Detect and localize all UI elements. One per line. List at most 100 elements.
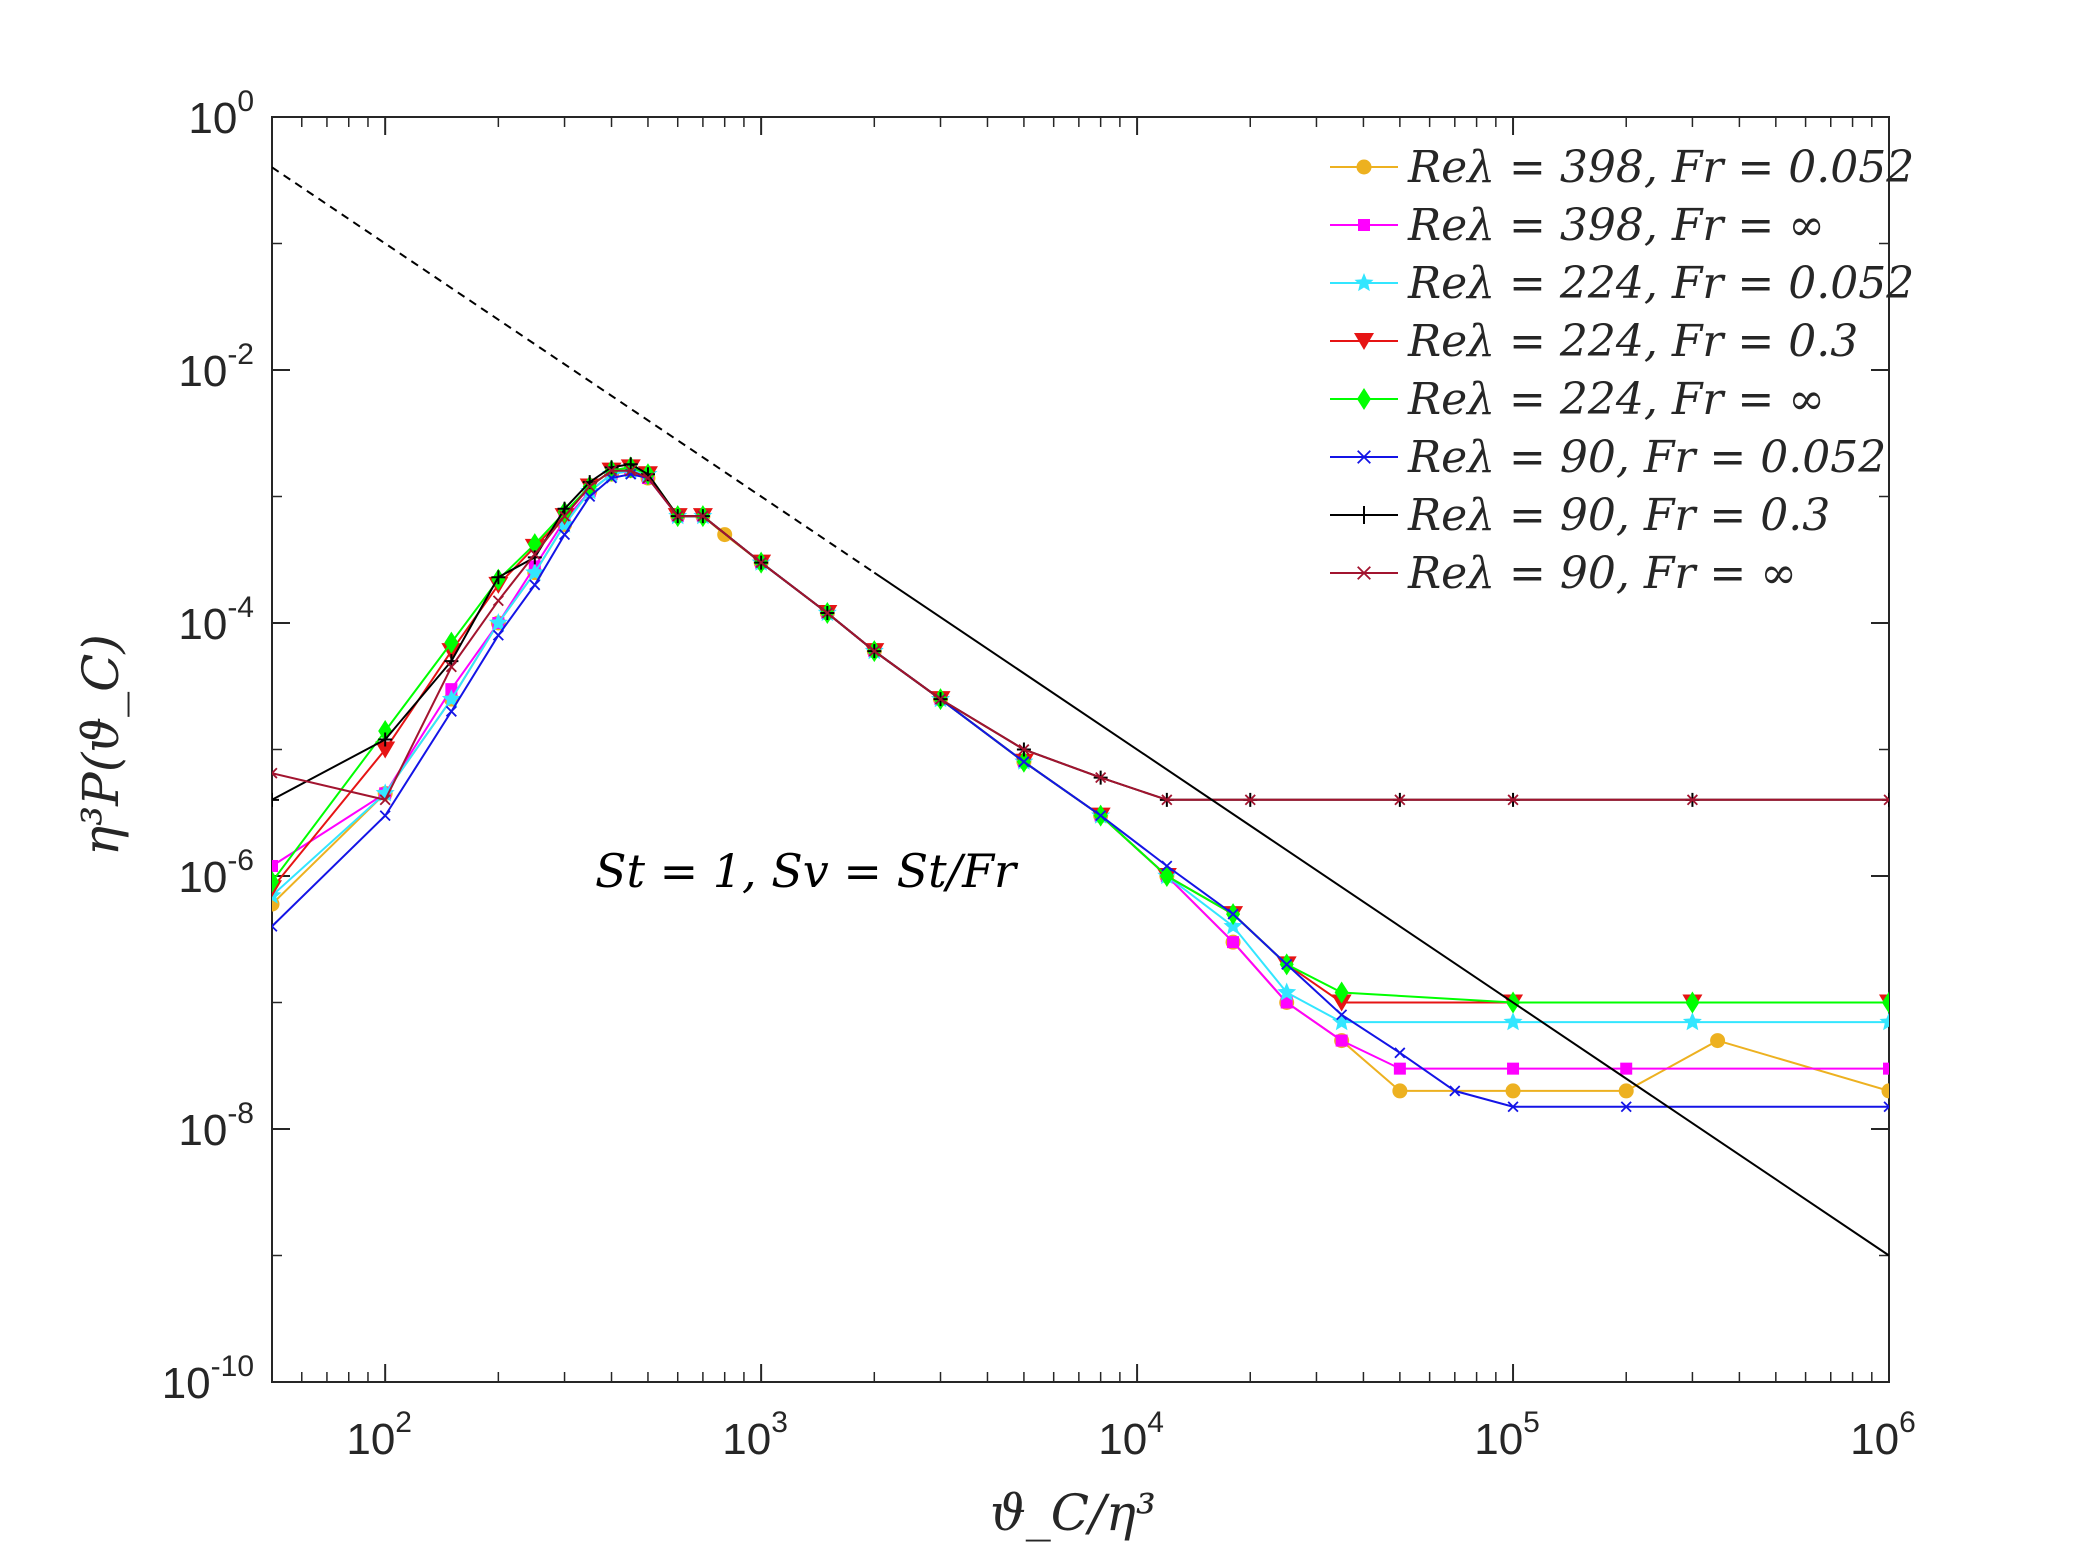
y-tick-label: 10-6	[178, 844, 254, 902]
x-tick-label: 103	[722, 1406, 788, 1464]
y-tick-label: 10-4	[178, 591, 254, 649]
legend-item: Reλ = 90, Fr = 0.3	[1330, 490, 1830, 541]
reference-line-dashed	[272, 166, 875, 574]
legend-marker	[1357, 388, 1371, 410]
data-point	[1334, 981, 1349, 1004]
plot-area	[271, 116, 1890, 1383]
legend-marker	[1354, 273, 1374, 292]
data-point	[1161, 860, 1173, 872]
legend-label: Reλ = 224, Fr = 0.052	[1407, 258, 1914, 309]
x-tick-label: 102	[346, 1406, 412, 1464]
legend-marker	[1356, 159, 1372, 175]
legend-marker	[1354, 333, 1374, 350]
data-point	[1393, 1062, 1406, 1075]
x-tick-label: 104	[1098, 1406, 1164, 1464]
legend-item: Reλ = 90, Fr = ∞	[1330, 548, 1797, 599]
data-point	[625, 465, 637, 477]
data-point	[1449, 1085, 1461, 1097]
data-point	[492, 595, 504, 607]
data-point	[1018, 756, 1030, 768]
legend: Reλ = 398, Fr = 0.052 Reλ = 398, Fr = ∞ Re…	[1330, 142, 1914, 599]
data-point	[1281, 958, 1293, 970]
data-point	[1277, 982, 1297, 1001]
data-point	[1682, 1012, 1702, 1031]
data-point	[1507, 794, 1519, 806]
data-point	[272, 859, 278, 872]
legend-label: Reλ = 224, Fr = 0.3	[1407, 316, 1858, 367]
data-point	[1335, 1034, 1348, 1047]
data-point	[272, 885, 282, 904]
data-point	[491, 570, 506, 585]
data-point	[755, 557, 767, 569]
data-point	[492, 629, 504, 641]
data-point	[1280, 996, 1293, 1009]
data-point	[642, 472, 654, 484]
data-point	[559, 529, 571, 541]
y-tick-label: 10-2	[178, 338, 254, 396]
legend-label: Reλ = 90, Fr = 0.3	[1407, 490, 1830, 541]
legend-label: Reλ = 398, Fr = ∞	[1407, 200, 1825, 251]
data-point	[445, 683, 458, 696]
data-point	[488, 613, 508, 632]
data-point	[445, 661, 457, 673]
data-point	[378, 732, 393, 747]
legend-item: Reλ = 224, Fr = 0.3	[1330, 316, 1858, 367]
data-point	[557, 501, 572, 516]
data-point	[604, 460, 619, 475]
data-point	[272, 920, 278, 932]
data-point	[379, 810, 391, 822]
annotation: St = 1, Sv = St/Fr	[595, 844, 1019, 898]
data-point	[1883, 794, 1889, 806]
data-point	[445, 705, 457, 717]
x-tick-label: 105	[1474, 1406, 1540, 1464]
data-point	[1095, 772, 1107, 784]
data-point	[1882, 991, 1889, 1014]
data-point	[1505, 1083, 1521, 1099]
y-tick-label: 10-8	[178, 1097, 254, 1155]
data-point	[1095, 810, 1107, 822]
data-point	[1686, 794, 1698, 806]
data-point	[375, 741, 396, 759]
data-point	[1685, 991, 1700, 1014]
data-point	[1244, 794, 1256, 806]
legend-label: Reλ = 224, Fr = ∞	[1407, 374, 1825, 425]
legend-item: Reλ = 90, Fr = 0.052	[1330, 432, 1886, 483]
legend-item: Reλ = 398, Fr = 0.052	[1330, 142, 1914, 193]
data-point	[272, 870, 279, 893]
data-point	[1223, 916, 1243, 935]
data-point	[1883, 1062, 1889, 1075]
legend-label: Reλ = 90, Fr = 0.052	[1407, 432, 1886, 483]
x-axis-label: ϑ_C/η³	[990, 1484, 1156, 1542]
data-point	[1618, 1083, 1634, 1099]
data-point	[623, 457, 638, 472]
data-point	[1883, 1101, 1889, 1113]
data-point	[1710, 1033, 1726, 1049]
data-point	[529, 579, 541, 591]
legend-marker	[1355, 506, 1373, 524]
data-point	[1336, 1009, 1348, 1021]
data-point	[1620, 1101, 1632, 1113]
legend-label: Reλ = 90, Fr = ∞	[1407, 548, 1797, 599]
data-point	[584, 480, 596, 493]
reference-line-solid	[873, 571, 1889, 1257]
data-point	[1507, 1062, 1520, 1075]
data-point	[1620, 1062, 1633, 1075]
data-point	[1881, 1083, 1889, 1099]
data-point	[584, 490, 596, 503]
legend-item: Reλ = 224, Fr = ∞	[1330, 374, 1825, 425]
x-tick-label: 106	[1850, 1406, 1916, 1464]
legend-marker	[1358, 219, 1370, 231]
data-point	[934, 693, 947, 705]
y-tick-labels: 100 10-2 10-4 10-6 10-8 10-10	[162, 85, 254, 1408]
data-point	[1161, 794, 1173, 806]
legend-marker	[1357, 566, 1371, 580]
data-point	[1394, 794, 1406, 806]
data-point	[672, 510, 684, 522]
y-tick-label: 100	[188, 85, 254, 143]
data-point	[1503, 1012, 1523, 1031]
data-layer	[272, 456, 1889, 1113]
data-point	[1394, 1047, 1406, 1059]
legend-marker	[1357, 450, 1371, 464]
legend-item: Reλ = 398, Fr = ∞	[1330, 200, 1825, 251]
